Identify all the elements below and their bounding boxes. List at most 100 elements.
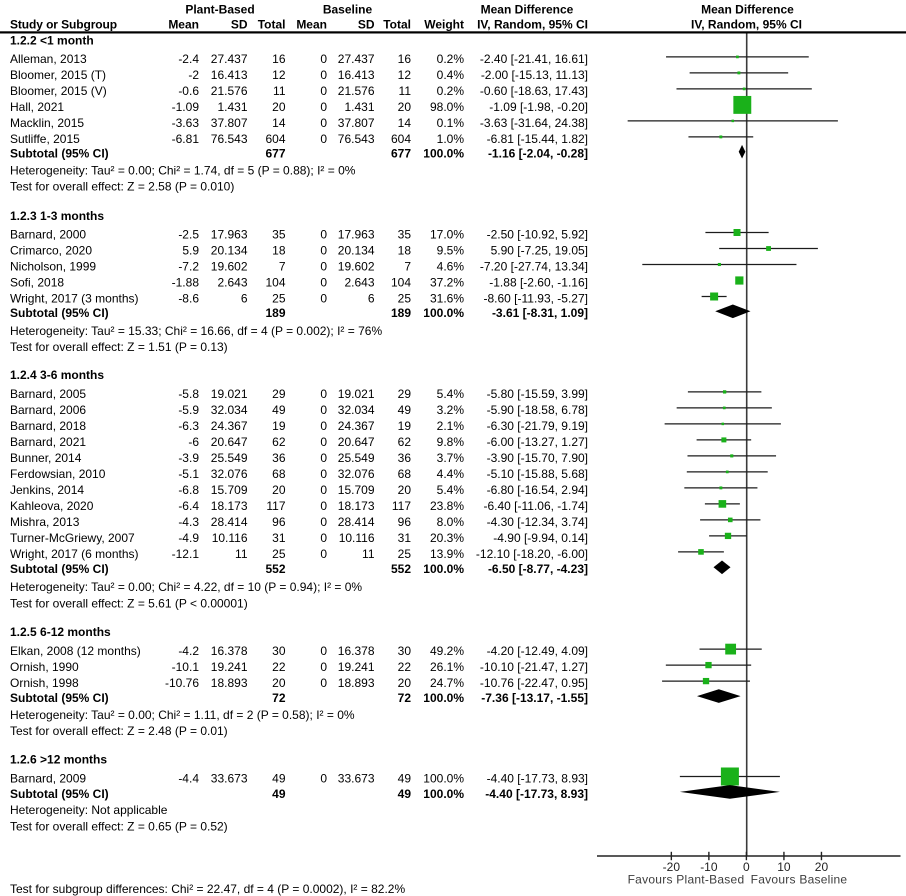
svg-text:30: 30 — [398, 644, 412, 658]
svg-text:0: 0 — [320, 515, 327, 529]
svg-text:Heterogeneity: Tau² = 0.00; Ch: Heterogeneity: Tau² = 0.00; Chi² = 1.74,… — [10, 164, 356, 178]
svg-text:0.2%: 0.2% — [437, 84, 465, 98]
svg-text:0: 0 — [320, 84, 327, 98]
svg-text:16: 16 — [272, 52, 286, 66]
svg-text:Subtotal (95% CI): Subtotal (95% CI) — [10, 787, 109, 801]
svg-text:49: 49 — [272, 787, 286, 801]
svg-text:20: 20 — [398, 676, 412, 690]
svg-text:Nicholson, 1999: Nicholson, 1999 — [10, 259, 96, 273]
svg-text:104: 104 — [265, 275, 285, 289]
svg-text:Heterogeneity: Tau² = 0.00; Ch: Heterogeneity: Tau² = 0.00; Chi² = 4.22,… — [10, 580, 362, 594]
svg-text:Bloomer, 2015 (V): Bloomer, 2015 (V) — [10, 84, 107, 98]
svg-text:Plant-Based: Plant-Based — [185, 2, 254, 16]
svg-text:5.4%: 5.4% — [437, 483, 465, 497]
svg-text:Turner-McGriewy, 2007: Turner-McGriewy, 2007 — [10, 531, 135, 545]
svg-text:32.034: 32.034 — [338, 403, 375, 417]
svg-text:19.241: 19.241 — [211, 660, 248, 674]
svg-text:Total: Total — [258, 18, 286, 32]
svg-text:Total: Total — [383, 18, 411, 32]
svg-text:72: 72 — [272, 691, 286, 705]
svg-text:SD: SD — [231, 18, 248, 32]
svg-text:20: 20 — [398, 100, 412, 114]
svg-text:-0.60 [-18.63, 17.43]: -0.60 [-18.63, 17.43] — [480, 84, 588, 98]
svg-text:-6.4: -6.4 — [178, 499, 199, 513]
svg-text:8.0%: 8.0% — [437, 515, 465, 529]
svg-text:3.2%: 3.2% — [437, 403, 465, 417]
svg-text:Crimarco, 2020: Crimarco, 2020 — [10, 243, 92, 257]
svg-text:Bunner, 2014: Bunner, 2014 — [10, 451, 82, 465]
svg-text:33.673: 33.673 — [211, 771, 248, 785]
svg-text:18.173: 18.173 — [211, 499, 248, 513]
svg-text:Test for overall effect: Z = 2: Test for overall effect: Z = 2.58 (P = 0… — [10, 180, 234, 194]
svg-text:Wright, 2017 (6 months): Wright, 2017 (6 months) — [10, 547, 139, 561]
svg-text:27.437: 27.437 — [338, 52, 375, 66]
svg-text:25: 25 — [272, 547, 286, 561]
svg-text:-4.4: -4.4 — [178, 771, 199, 785]
svg-text:7: 7 — [404, 259, 411, 273]
svg-text:28.414: 28.414 — [338, 515, 375, 529]
svg-text:100.0%: 100.0% — [423, 691, 464, 705]
svg-text:-1.16 [-2.04, -0.28]: -1.16 [-2.04, -0.28] — [488, 147, 588, 161]
svg-text:0.1%: 0.1% — [437, 116, 465, 130]
svg-text:26.1%: 26.1% — [430, 660, 464, 674]
svg-text:-5.10 [-15.88, 5.68]: -5.10 [-15.88, 5.68] — [487, 467, 588, 481]
svg-text:6: 6 — [241, 291, 248, 305]
svg-text:604: 604 — [391, 132, 411, 146]
svg-text:-1.09: -1.09 — [172, 100, 200, 114]
svg-text:32.076: 32.076 — [211, 467, 248, 481]
svg-text:Mean Difference: Mean Difference — [701, 2, 794, 16]
svg-text:1.2.4 3-6 months: 1.2.4 3-6 months — [10, 368, 104, 382]
svg-text:18: 18 — [398, 243, 412, 257]
svg-text:Heterogeneity: Tau² = 0.00; Ch: Heterogeneity: Tau² = 0.00; Chi² = 1.11,… — [10, 708, 355, 722]
svg-text:Ornish, 1998: Ornish, 1998 — [10, 676, 79, 690]
svg-text:Kahleova, 2020: Kahleova, 2020 — [10, 499, 94, 513]
svg-text:19.241: 19.241 — [338, 660, 375, 674]
svg-text:0: 0 — [320, 419, 327, 433]
svg-text:Elkan, 2008 (12 months): Elkan, 2008 (12 months) — [10, 644, 141, 658]
svg-text:31: 31 — [398, 531, 412, 545]
svg-text:12: 12 — [398, 68, 412, 82]
svg-text:22: 22 — [272, 660, 286, 674]
svg-text:-7.20 [-27.74, 13.34]: -7.20 [-27.74, 13.34] — [480, 259, 588, 273]
svg-text:25: 25 — [398, 547, 412, 561]
svg-text:1.2.2 <1 month: 1.2.2 <1 month — [10, 34, 94, 48]
svg-text:-6.81 [-15.44, 1.82]: -6.81 [-15.44, 1.82] — [487, 132, 588, 146]
svg-text:-6.50 [-8.77, -4.23]: -6.50 [-8.77, -4.23] — [488, 562, 588, 576]
svg-text:-12.10 [-18.20, -6.00]: -12.10 [-18.20, -6.00] — [476, 547, 588, 561]
svg-text:0: 0 — [320, 547, 327, 561]
svg-text:Test for overall effect: Z = 5: Test for overall effect: Z = 5.61 (P < 0… — [10, 596, 248, 610]
svg-text:-5.8: -5.8 — [178, 387, 199, 401]
svg-text:-10.1: -10.1 — [172, 660, 200, 674]
svg-text:Barnard, 2018: Barnard, 2018 — [10, 419, 86, 433]
svg-text:0: 0 — [320, 451, 327, 465]
svg-text:14: 14 — [398, 116, 412, 130]
svg-text:0.2%: 0.2% — [437, 52, 465, 66]
svg-text:117: 117 — [266, 499, 285, 513]
svg-text:10: 10 — [777, 860, 791, 874]
svg-text:-10.10 [-21.47, 1.27]: -10.10 [-21.47, 1.27] — [480, 660, 588, 674]
svg-text:24.367: 24.367 — [211, 419, 248, 433]
svg-text:49.2%: 49.2% — [430, 644, 464, 658]
svg-text:36: 36 — [398, 451, 412, 465]
svg-text:0: 0 — [320, 52, 327, 66]
svg-text:16.378: 16.378 — [338, 644, 375, 658]
svg-text:-4.9: -4.9 — [178, 531, 199, 545]
svg-text:-5.1: -5.1 — [178, 467, 199, 481]
svg-text:Study or Subgroup: Study or Subgroup — [10, 18, 117, 32]
svg-text:11: 11 — [399, 84, 412, 98]
svg-text:0: 0 — [320, 387, 327, 401]
svg-text:0: 0 — [320, 467, 327, 481]
svg-text:37.807: 37.807 — [338, 116, 375, 130]
svg-text:0: 0 — [320, 116, 327, 130]
svg-text:-10.76: -10.76 — [165, 676, 199, 690]
svg-text:16.413: 16.413 — [211, 68, 248, 82]
svg-text:12: 12 — [272, 68, 286, 82]
svg-text:25: 25 — [272, 291, 286, 305]
svg-text:20: 20 — [398, 483, 412, 497]
svg-text:552: 552 — [391, 562, 411, 576]
svg-text:0: 0 — [320, 676, 327, 690]
svg-text:0: 0 — [320, 660, 327, 674]
svg-text:677: 677 — [265, 147, 285, 161]
svg-text:30: 30 — [272, 644, 286, 658]
svg-text:-8.6: -8.6 — [178, 291, 199, 305]
